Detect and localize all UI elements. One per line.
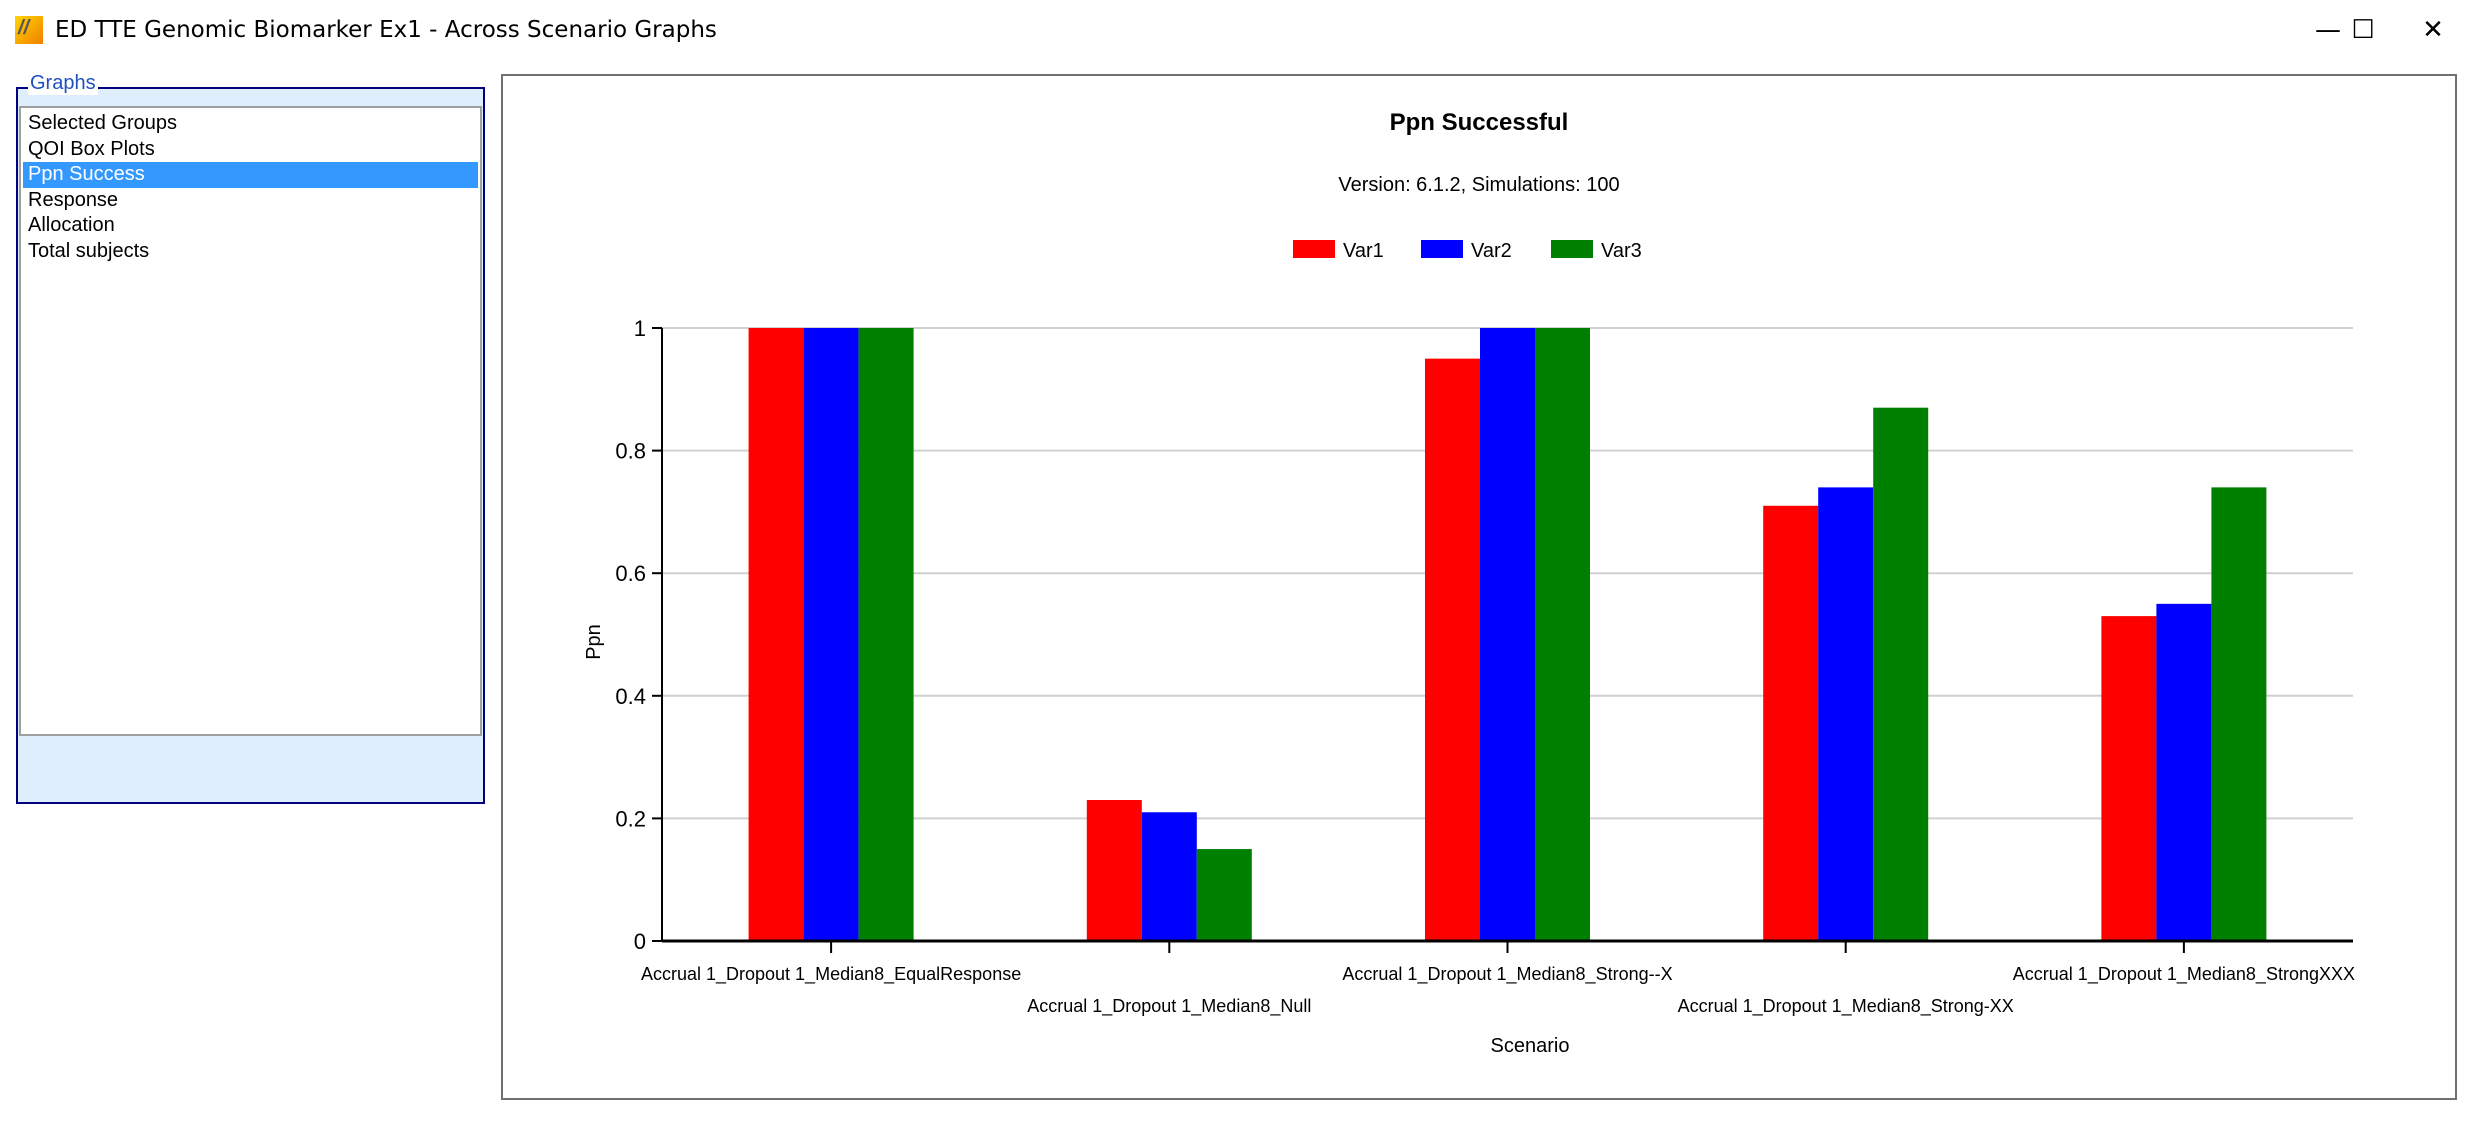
bar-var3 [1196, 849, 1252, 941]
close-icon: ✕ [2422, 15, 2444, 45]
bar-var2 [1480, 328, 1535, 941]
bar-var2 [2156, 603, 2212, 941]
graphs-listbox[interactable]: Selected Groups QOI Box Plots Ppn Success R… [19, 106, 482, 736]
x-tick-label: Accrual 1_Dropout 1_Median8_Strong--X [1342, 964, 1672, 985]
y-tick-label: 0.8 [615, 439, 646, 464]
maximize-icon: ☐ [2351, 15, 2375, 45]
x-tick-label: Accrual 1_Dropout 1_Median8_Null [1027, 996, 1311, 1017]
bar-var3 [1873, 407, 1929, 941]
legend-label: Var3 [1601, 240, 1642, 262]
bar-var1 [1086, 800, 1142, 941]
graph-list-item[interactable]: QOI Box Plots [28, 137, 155, 160]
bar-var3 [2211, 487, 2267, 941]
chart-subtitle: Version: 6.1.2, Simulations: 100 [1338, 174, 1619, 196]
x-tick-label: Accrual 1_Dropout 1_Median8_Strong-XX [1678, 996, 2014, 1017]
y-tick-label: 0.6 [615, 561, 646, 586]
bar-var1 [748, 328, 804, 941]
bar-var1 [2101, 616, 2157, 941]
y-axis-label: Ppn [583, 624, 605, 660]
bar-var1 [1763, 505, 1819, 941]
graph-list-item[interactable]: Selected Groups [28, 112, 177, 134]
bar-var2 [1141, 812, 1197, 941]
y-tick-label: 0.4 [615, 684, 646, 709]
maximize-button[interactable]: ☐ [2328, 8, 2398, 52]
x-tick-label: Accrual 1_Dropout 1_Median8_EqualRespons… [641, 964, 1021, 985]
y-tick-label: 0.2 [615, 806, 646, 831]
app-logo-icon: // [15, 16, 43, 44]
x-tick-label: Accrual 1_Dropout 1_Median8_StrongXXX [2013, 964, 2355, 985]
graph-list-item[interactable]: Total subjects [28, 239, 150, 262]
graphs-groupbox-label: Graphs [28, 72, 98, 95]
minimize-button[interactable]: — [2293, 8, 2363, 52]
legend-swatch [1551, 240, 1593, 258]
bar-var3 [858, 328, 914, 941]
bar-var3 [1535, 328, 1590, 941]
y-tick-label: 1 [634, 316, 646, 341]
legend-label: Var2 [1471, 240, 1512, 262]
title-bar: // ED TTE Genomic Biomarker Ex1 - Across… [0, 0, 2472, 62]
graph-list-item[interactable]: Ppn Success [23, 162, 478, 188]
bar-var1 [1425, 358, 1480, 941]
bar-var2 [1818, 487, 1874, 941]
window-title: ED TTE Genomic Biomarker Ex1 - Across Sc… [55, 17, 717, 43]
minimize-icon: — [2315, 15, 2341, 45]
graph-list-item[interactable]: Response [28, 188, 119, 211]
legend-swatch [1293, 240, 1335, 258]
y-tick-label: 0 [634, 929, 646, 954]
graph-list-item[interactable]: Allocation [28, 214, 115, 236]
legend-label: Var1 [1343, 240, 1384, 262]
bar-var2 [803, 328, 859, 941]
legend-swatch [1421, 240, 1463, 258]
chart-title: Ppn Successful [1390, 109, 1569, 136]
x-axis-label: Scenario [1491, 1035, 1570, 1057]
close-button[interactable]: ✕ [2398, 8, 2468, 52]
